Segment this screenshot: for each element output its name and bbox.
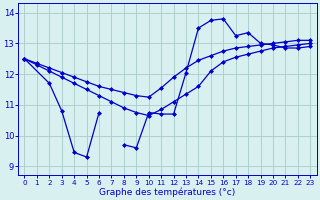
X-axis label: Graphe des températures (°c): Graphe des températures (°c) <box>99 187 236 197</box>
